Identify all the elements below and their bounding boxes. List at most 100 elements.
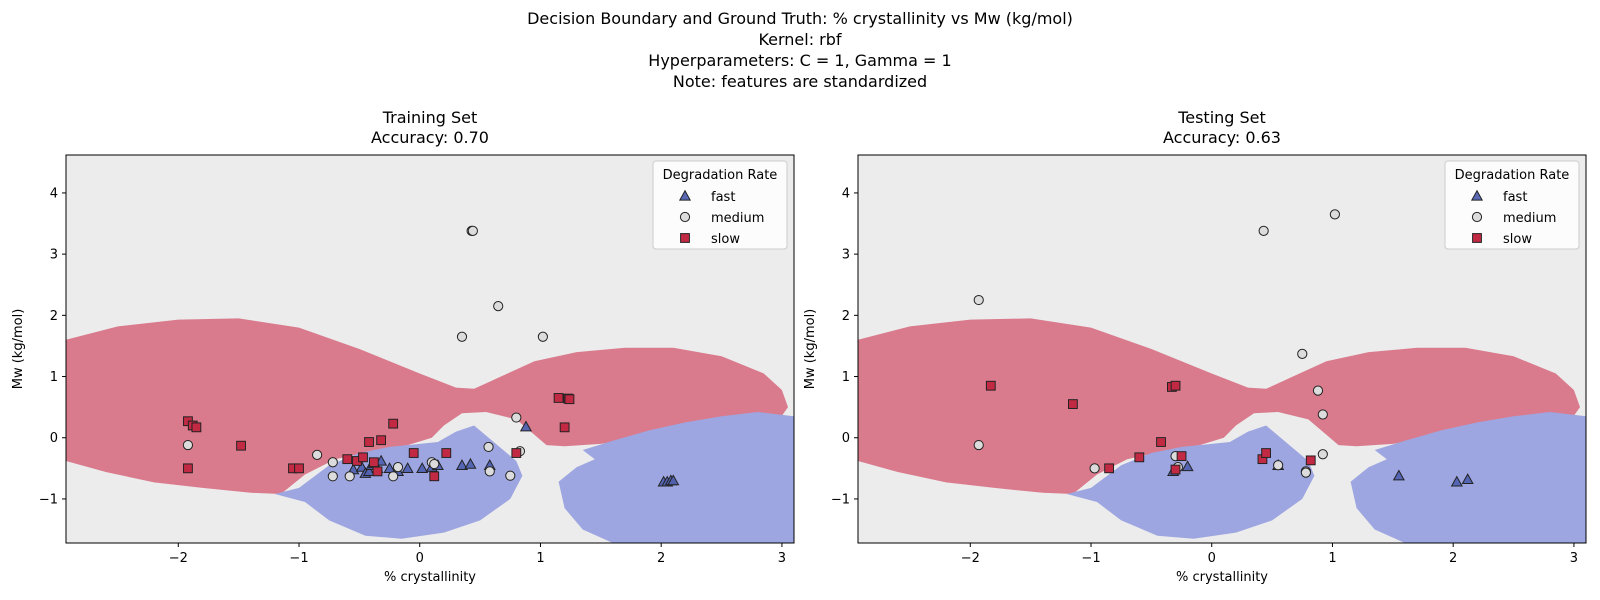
- y-tick-label: 1: [50, 370, 58, 385]
- legend-marker-medium: [679, 211, 691, 223]
- data-point-fast: [362, 465, 376, 477]
- data-point-medium: [388, 471, 399, 482]
- decision-region-slow: [858, 318, 1580, 494]
- x-tick-label: 0: [1208, 551, 1216, 566]
- data-point-medium: [1258, 225, 1269, 236]
- data-point-slow: [1261, 448, 1271, 458]
- suptitle-line: Note: features are standardized: [672, 72, 928, 91]
- panel-title: Testing Set: [1177, 108, 1266, 127]
- data-point-slow: [1170, 380, 1181, 391]
- x-axis-label: % crystallinity: [384, 570, 476, 585]
- data-point-slow: [1134, 452, 1145, 463]
- data-point-medium: [505, 470, 516, 481]
- data-point-medium: [511, 412, 522, 423]
- data-point-slow: [985, 380, 996, 391]
- legend-marker-medium: [1471, 211, 1483, 223]
- y-tick-label: 0: [842, 431, 850, 446]
- data-point-medium: [1329, 209, 1340, 220]
- x-tick-label: 1: [1328, 551, 1336, 566]
- data-point-medium: [973, 294, 984, 306]
- legend-title: Degradation Rate: [663, 168, 778, 183]
- x-tick-label: 0: [416, 551, 424, 566]
- data-point-slow: [511, 448, 522, 458]
- data-point-medium: [537, 331, 548, 342]
- data-point-fast: [1461, 473, 1474, 485]
- y-tick-label: 2: [50, 309, 58, 324]
- legend: Degradation Rate fast medium slow: [652, 160, 788, 250]
- decision-region-slow: [66, 318, 788, 494]
- x-tick-label: 3: [1570, 551, 1578, 566]
- y-tick-label: 4: [50, 186, 58, 201]
- y-tick-label: 0: [50, 431, 58, 446]
- data-point-medium: [182, 439, 194, 451]
- y-axis-label: Mw (kg/mol): [11, 309, 26, 390]
- legend-label-fast: fast: [1503, 190, 1527, 205]
- legend-label-fast: fast: [711, 190, 735, 205]
- legend-label-slow: slow: [1503, 232, 1532, 247]
- legend-marker-fast: [678, 189, 692, 201]
- legend-box: [652, 160, 788, 250]
- data-point-medium: [467, 225, 478, 236]
- x-tick-label: 2: [657, 551, 665, 566]
- data-point-slow: [564, 394, 575, 405]
- y-axis-label: Mw (kg/mol): [803, 309, 818, 390]
- panel-subtitle: Accuracy: 0.70: [371, 128, 489, 147]
- data-point-slow: [358, 452, 368, 463]
- data-point-slow: [559, 422, 570, 433]
- chart-panel-testing: −2 −1 0 1 2 3 −1 0 1 2 3 4 % crystallinity Mw (kg/mol…: [803, 108, 1587, 585]
- data-point-slow: [372, 466, 383, 477]
- data-points: [973, 209, 1474, 487]
- data-point-fast: [464, 457, 477, 469]
- data-point-slow: [441, 448, 452, 458]
- data-point-slow: [342, 454, 353, 465]
- data-point-medium: [1089, 463, 1100, 474]
- y-tick-label: 3: [842, 248, 850, 263]
- data-point-slow: [1176, 451, 1187, 461]
- legend-label-slow: slow: [711, 232, 740, 247]
- data-point-slow: [1305, 455, 1316, 466]
- data-point-medium: [429, 458, 440, 470]
- data-point-medium: [312, 449, 323, 460]
- data-point-medium: [327, 457, 338, 468]
- data-point-slow: [294, 463, 304, 474]
- legend: Degradation Rate fast medium slow: [1444, 160, 1580, 250]
- data-point-medium: [1300, 467, 1312, 478]
- x-tick-label: −2: [961, 551, 980, 566]
- panel-subtitle: Accuracy: 0.63: [1163, 128, 1281, 147]
- figure-suptitle: Decision Boundary and Ground Truth: % cr…: [0, 8, 1600, 92]
- data-point-medium: [1312, 385, 1324, 396]
- data-point-slow: [1156, 437, 1166, 447]
- legend-label-medium: medium: [1503, 211, 1556, 226]
- y-tick-label: 2: [842, 309, 850, 324]
- decision-region-fast: [558, 412, 794, 543]
- y-tick-label: 3: [50, 248, 58, 263]
- decision-region-fast: [274, 425, 523, 539]
- suptitle-line: Kernel: rbf: [758, 30, 842, 49]
- data-point-slow: [191, 422, 202, 433]
- data-point-medium: [1273, 460, 1284, 471]
- data-point-slow: [408, 448, 419, 458]
- data-point-fast: [1450, 475, 1463, 487]
- data-point-medium: [1317, 409, 1328, 420]
- data-point-medium: [1297, 348, 1308, 359]
- x-tick-label: 2: [1449, 551, 1457, 566]
- legend-marker-slow: [1472, 233, 1482, 243]
- data-point-medium: [493, 301, 504, 312]
- data-point-fast: [416, 462, 429, 473]
- data-point-fast: [383, 462, 396, 473]
- data-point-slow: [388, 418, 399, 429]
- data-point-slow: [236, 440, 246, 451]
- legend-marker-slow: [680, 233, 690, 243]
- axes-frame: [857, 154, 1587, 544]
- decision-region-fast: [1066, 425, 1315, 539]
- data-point-slow: [1170, 464, 1181, 475]
- data-point-medium: [483, 441, 494, 453]
- legend-title: Degradation Rate: [1455, 168, 1570, 183]
- suptitle-line: Hyperparameters: C = 1, Gamma = 1: [648, 51, 952, 70]
- data-point-slow: [553, 393, 564, 403]
- x-tick-label: −1: [289, 551, 308, 566]
- data-point-slow: [364, 437, 374, 447]
- data-point-fast: [455, 459, 469, 470]
